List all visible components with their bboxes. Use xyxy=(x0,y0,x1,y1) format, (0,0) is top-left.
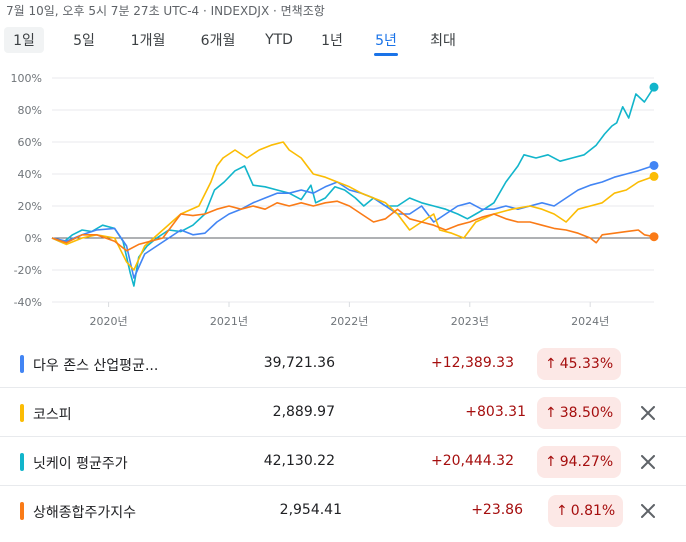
x-tick-label: 2020년 xyxy=(90,315,128,328)
y-tick-label: -40% xyxy=(14,296,42,309)
index-name: 상해종합주가지수 xyxy=(33,505,137,521)
series-line-shanghai xyxy=(51,200,655,252)
series-line-kospi xyxy=(51,141,655,271)
tab-5y[interactable]: 5년 xyxy=(366,27,406,56)
series-end-point-nikkei xyxy=(649,82,659,92)
y-tick-label: 80% xyxy=(18,104,42,117)
index-price: 2,954.41 xyxy=(279,502,342,518)
x-tick-label: 2021년 xyxy=(210,315,248,328)
series-end-point-shanghai xyxy=(649,232,659,242)
close-icon[interactable] xyxy=(637,451,659,473)
index-price: 39,721.36 xyxy=(263,355,335,371)
tab-6m[interactable]: 6개월 xyxy=(200,33,236,49)
tab-1d[interactable]: 1일 xyxy=(4,27,44,53)
index-name: 닛케이 평균주가 xyxy=(33,456,128,472)
close-icon[interactable] xyxy=(637,402,659,424)
chart-grid xyxy=(52,77,654,303)
y-tick-label: 100% xyxy=(11,72,42,85)
index-price: 42,130.22 xyxy=(263,453,335,469)
series-line-dow xyxy=(51,164,655,279)
index-row-kospi[interactable]: 코스피 2,889.97 +803.31 ↑ 38.50% xyxy=(0,389,686,437)
comparison-line-chart: 100%80%60%40%20%0%-20%-40% 2020년 2021년 202… xyxy=(11,72,659,328)
index-row-nikkei[interactable]: 닛케이 평균주가 42,130.22 +20,444.32 ↑ 94.27% xyxy=(0,438,686,486)
series-swatch-nikkei xyxy=(20,453,24,471)
index-change: +23.86 xyxy=(471,502,523,518)
series-line-nikkei xyxy=(51,86,655,287)
index-change: +12,389.33 xyxy=(431,355,514,371)
arrow-up-icon: ↑ xyxy=(556,503,568,519)
series-swatch-kospi xyxy=(20,404,24,422)
series-swatch-shanghai xyxy=(20,502,24,520)
series-end-point-dow xyxy=(649,160,659,170)
close-icon[interactable] xyxy=(637,500,659,522)
chart-series xyxy=(51,82,659,287)
index-name: 코스피 xyxy=(33,407,72,423)
arrow-up-icon: ↑ xyxy=(545,356,557,372)
series-swatch-dow xyxy=(20,355,24,373)
index-change: +20,444.32 xyxy=(431,453,514,469)
index-name: 다우 존스 산업평균... xyxy=(33,358,159,374)
x-axis-ticks: 2020년 2021년 2022년 2023년 2024년 xyxy=(90,302,609,328)
tab-1m[interactable]: 1개월 xyxy=(130,33,166,49)
y-tick-label: 40% xyxy=(18,168,42,181)
tab-ytd[interactable]: YTD xyxy=(265,32,293,48)
arrow-up-icon: ↑ xyxy=(545,405,557,421)
percent-badge: ↑ 38.50% xyxy=(537,397,622,429)
index-change: +803.31 xyxy=(465,404,526,420)
y-tick-label: -20% xyxy=(14,264,42,277)
index-price: 2,889.97 xyxy=(272,404,335,420)
index-row-dow[interactable]: 다우 존스 산업평균... 39,721.36 +12,389.33 ↑ 45.3… xyxy=(0,340,686,388)
x-tick-label: 2024년 xyxy=(571,315,609,328)
y-tick-label: 20% xyxy=(18,200,42,213)
series-end-point-kospi xyxy=(649,171,659,181)
percent-badge: ↑ 0.81% xyxy=(548,495,624,527)
percent-badge: ↑ 45.33% xyxy=(537,348,622,380)
tab-5d[interactable]: 5일 xyxy=(73,33,95,49)
tab-max[interactable]: 최대 xyxy=(430,33,456,49)
index-row-shanghai[interactable]: 상해종합주가지수 2,954.41 +23.86 ↑ 0.81% xyxy=(0,487,686,535)
header-timestamp: 7월 10일, 오후 5시 7분 27초 UTC-4 · INDEXDJX · … xyxy=(6,4,325,18)
y-tick-label: 60% xyxy=(18,136,42,149)
x-tick-label: 2022년 xyxy=(330,315,368,328)
arrow-up-icon: ↑ xyxy=(545,454,557,470)
x-tick-label: 2023년 xyxy=(451,315,489,328)
y-axis-ticks: 100% 80% 60% 40% 20% 0% -20% -40% xyxy=(11,72,42,309)
y-tick-label: 0% xyxy=(25,232,42,245)
tab-1y[interactable]: 1년 xyxy=(321,33,343,49)
percent-badge: ↑ 94.27% xyxy=(537,446,622,478)
